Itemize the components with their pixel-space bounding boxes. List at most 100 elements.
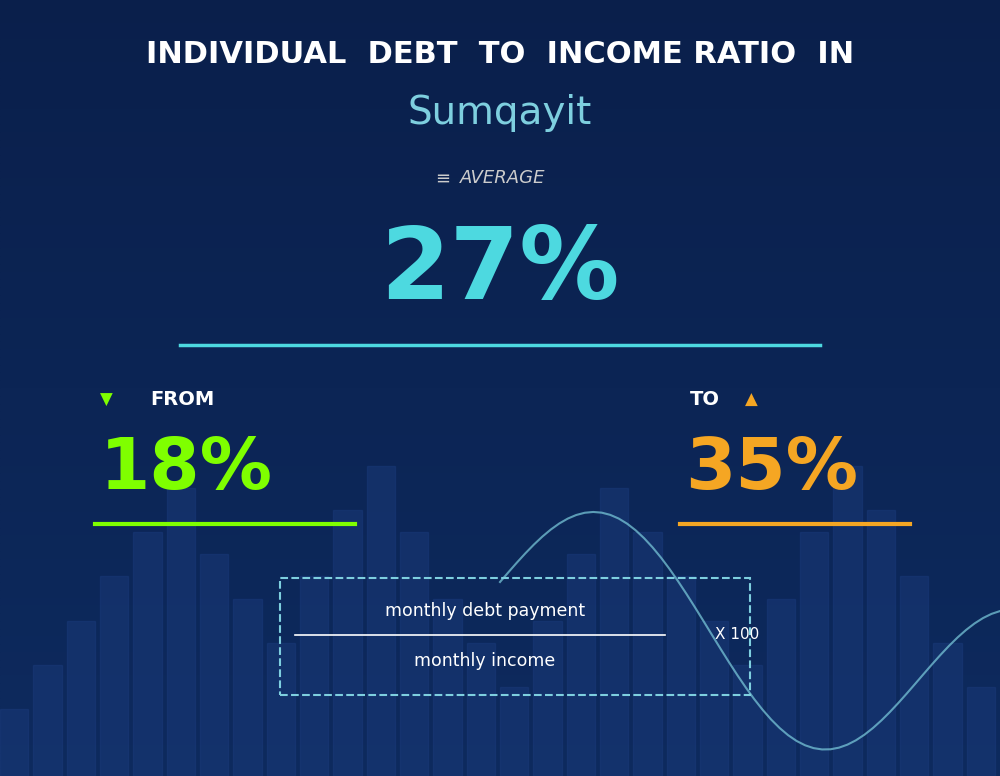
Bar — [0, 660, 1000, 667]
Bar — [0, 233, 1000, 241]
Bar — [0, 272, 1000, 279]
Bar — [0, 559, 1000, 566]
Bar — [0, 23, 1000, 31]
Bar — [0, 225, 1000, 233]
Bar — [0, 706, 1000, 714]
Bar — [0, 427, 1000, 435]
Bar — [0, 16, 1000, 23]
Bar — [0, 535, 1000, 543]
Bar — [0, 78, 1000, 85]
Bar — [0, 450, 1000, 458]
Bar — [0, 155, 1000, 163]
Bar — [0, 442, 1000, 450]
Bar — [267, 643, 295, 776]
Bar — [0, 31, 1000, 39]
Bar — [0, 411, 1000, 419]
Bar — [0, 186, 1000, 194]
Text: monthly income: monthly income — [414, 652, 556, 670]
Bar — [0, 140, 1000, 147]
Bar — [133, 532, 162, 776]
Bar — [467, 643, 495, 776]
Bar — [0, 629, 1000, 636]
Text: INDIVIDUAL  DEBT  TO  INCOME RATIO  IN: INDIVIDUAL DEBT TO INCOME RATIO IN — [146, 40, 854, 69]
Bar — [0, 279, 1000, 287]
Bar — [0, 349, 1000, 357]
Bar — [0, 303, 1000, 310]
Bar — [0, 163, 1000, 171]
Bar — [0, 466, 1000, 473]
Bar — [0, 39, 1000, 47]
Text: TO: TO — [690, 390, 720, 409]
Text: monthly debt payment: monthly debt payment — [385, 602, 585, 621]
Bar — [0, 70, 1000, 78]
Bar — [0, 698, 1000, 706]
Bar — [0, 8, 1000, 16]
Bar — [0, 520, 1000, 528]
Bar — [0, 241, 1000, 248]
Bar — [0, 194, 1000, 202]
Bar — [0, 47, 1000, 54]
Bar — [433, 598, 462, 776]
Bar — [0, 178, 1000, 186]
Text: ≡: ≡ — [435, 169, 450, 188]
Bar — [0, 481, 1000, 489]
Bar — [933, 643, 962, 776]
Bar — [0, 341, 1000, 349]
Bar — [833, 466, 862, 776]
Bar — [0, 256, 1000, 264]
Bar — [733, 665, 762, 776]
Bar — [0, 667, 1000, 675]
Bar — [0, 388, 1000, 396]
Bar — [0, 590, 1000, 598]
Bar — [0, 683, 1000, 691]
Bar — [967, 688, 995, 776]
Bar — [0, 116, 1000, 124]
Bar — [0, 404, 1000, 411]
Bar — [100, 577, 128, 776]
Bar — [0, 497, 1000, 504]
Bar — [0, 0, 1000, 8]
Bar — [0, 334, 1000, 341]
Bar — [0, 310, 1000, 318]
Bar — [0, 636, 1000, 644]
Bar — [0, 93, 1000, 101]
Bar — [767, 598, 795, 776]
Bar — [0, 372, 1000, 380]
Bar — [333, 510, 362, 776]
Bar — [0, 202, 1000, 210]
Bar — [300, 577, 328, 776]
Bar — [0, 171, 1000, 178]
Text: 35%: 35% — [685, 435, 858, 504]
Bar — [0, 365, 1000, 372]
Bar — [200, 554, 228, 776]
Text: X 100: X 100 — [715, 627, 759, 643]
Bar — [0, 435, 1000, 442]
Bar — [0, 248, 1000, 256]
Bar — [0, 737, 1000, 745]
Bar — [0, 566, 1000, 574]
Text: AVERAGE: AVERAGE — [460, 169, 546, 188]
Bar — [0, 543, 1000, 551]
Bar — [0, 512, 1000, 520]
Bar — [0, 147, 1000, 155]
Bar — [567, 554, 595, 776]
Bar — [233, 598, 262, 776]
Bar — [0, 326, 1000, 334]
Bar — [867, 510, 895, 776]
Bar — [500, 688, 528, 776]
Bar — [67, 621, 95, 776]
Text: FROM: FROM — [150, 390, 214, 409]
Text: Sumqayit: Sumqayit — [408, 94, 592, 131]
Bar — [0, 714, 1000, 722]
Bar — [0, 691, 1000, 698]
Bar — [533, 621, 562, 776]
Bar — [0, 380, 1000, 388]
Bar — [367, 466, 395, 776]
Bar — [0, 574, 1000, 582]
Bar — [0, 644, 1000, 652]
Bar — [0, 582, 1000, 590]
Bar — [900, 577, 928, 776]
Bar — [0, 760, 1000, 768]
Bar — [633, 532, 662, 776]
Text: 27%: 27% — [380, 223, 620, 320]
